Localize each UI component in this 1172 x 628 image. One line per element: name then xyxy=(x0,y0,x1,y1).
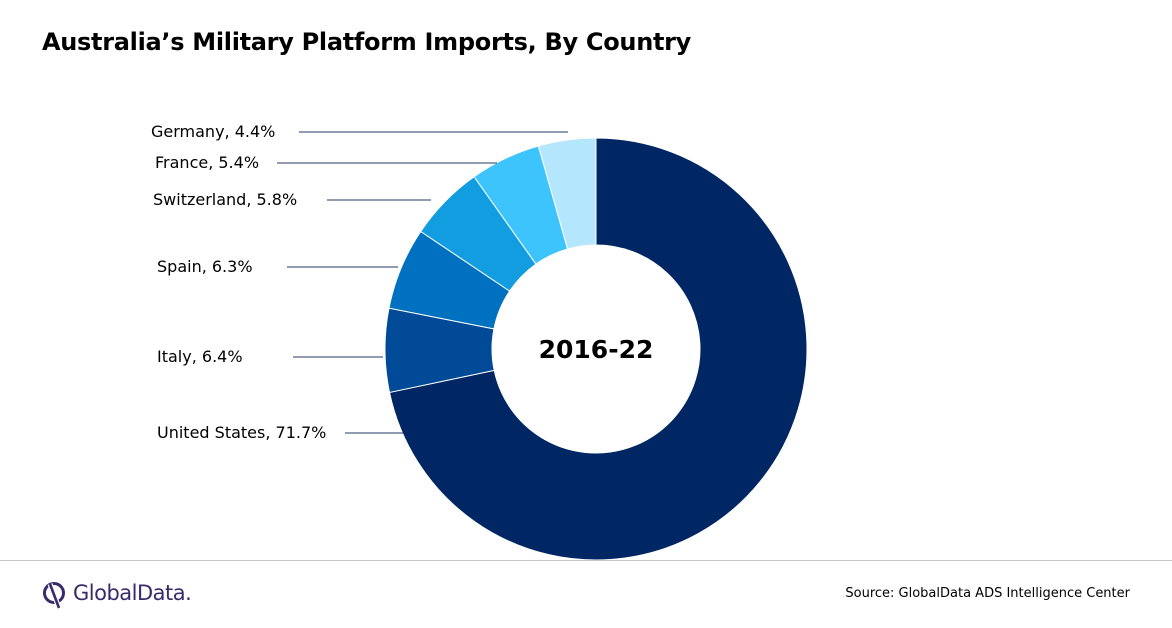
center-label: 2016-22 xyxy=(539,335,654,364)
logo-text: GlobalData. xyxy=(73,581,192,605)
globaldata-logo-icon xyxy=(43,582,65,609)
donut-slices xyxy=(384,137,808,560)
data-label-france: France, 5.4% xyxy=(155,153,259,172)
data-label-switzerland: Switzerland, 5.8% xyxy=(153,190,297,209)
data-labels: United States, 71.7% Italy, 6.4% Spain, 6.… xyxy=(151,122,326,442)
donut-chart: United States, 71.7% Italy, 6.4% Spain, 6.… xyxy=(151,122,808,560)
leader-lines xyxy=(277,131,568,434)
chart-title: Australia’s Military Platform Imports, B… xyxy=(42,28,692,56)
source-note: Source: GlobalData ADS Intelligence Cent… xyxy=(845,586,1130,601)
slice-germany xyxy=(537,137,597,250)
slice-united-states xyxy=(388,137,808,560)
data-label-spain: Spain, 6.3% xyxy=(157,257,253,276)
data-label-italy: Italy, 6.4% xyxy=(157,347,243,366)
data-label-united-states: United States, 71.7% xyxy=(157,423,326,442)
footer-divider xyxy=(0,560,1172,561)
data-label-germany: Germany, 4.4% xyxy=(151,122,275,141)
